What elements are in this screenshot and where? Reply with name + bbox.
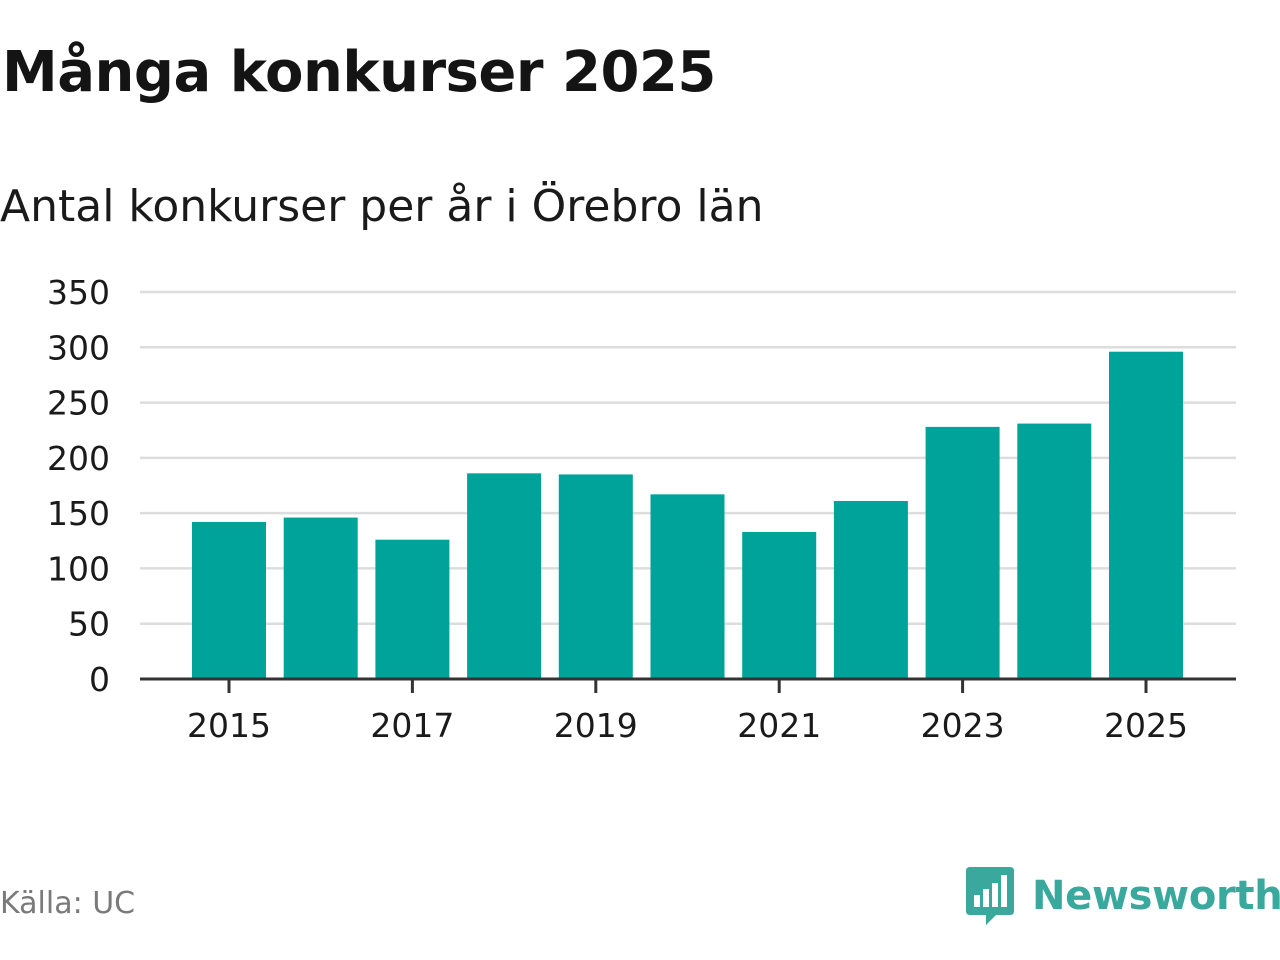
brand-logo: Newsworthy — [964, 865, 1280, 927]
x-tick-label: 2025 — [1104, 706, 1188, 745]
y-tick-label: 350 — [47, 273, 110, 312]
bars — [192, 351, 1183, 679]
x-axis: 2015 2017 2019 2021 2023 2025 — [140, 677, 1236, 745]
y-axis-ticks: 0 50 100 150 200 250 300 350 — [47, 273, 110, 699]
y-tick-label: 300 — [47, 328, 110, 367]
bar-2016 — [283, 517, 358, 679]
newsworthy-logo-icon — [966, 867, 1014, 925]
bar-2022 — [833, 500, 908, 679]
x-tick-label: 2019 — [554, 706, 638, 745]
chart-subtitle: Antal konkurser per år i Örebro län — [0, 181, 764, 232]
x-tick-label: 2017 — [370, 706, 454, 745]
source-note: Källa: UC — [0, 886, 136, 921]
brand-name: Newsworthy — [1032, 873, 1280, 919]
y-tick-label: 200 — [47, 439, 110, 478]
x-tick-label: 2021 — [737, 706, 821, 745]
bar-2015 — [192, 521, 266, 679]
y-tick-label: 250 — [47, 384, 110, 423]
bar-2018 — [467, 473, 542, 679]
x-tick-label: 2023 — [921, 706, 1005, 745]
x-tick-label: 2015 — [187, 706, 271, 745]
bar-2019 — [558, 474, 633, 679]
bar-2024 — [1017, 423, 1092, 679]
y-tick-label: 100 — [47, 549, 110, 588]
bar-2017 — [375, 539, 450, 679]
chart-title: Många konkurser 2025 — [2, 40, 716, 105]
y-tick-label: 50 — [68, 605, 110, 644]
y-tick-label: 150 — [47, 494, 110, 533]
bar-2021 — [742, 531, 817, 679]
bar-2023 — [925, 426, 1000, 679]
bar-2020 — [650, 494, 725, 679]
y-tick-label: 0 — [89, 660, 110, 699]
bar-2025 — [1109, 351, 1183, 679]
